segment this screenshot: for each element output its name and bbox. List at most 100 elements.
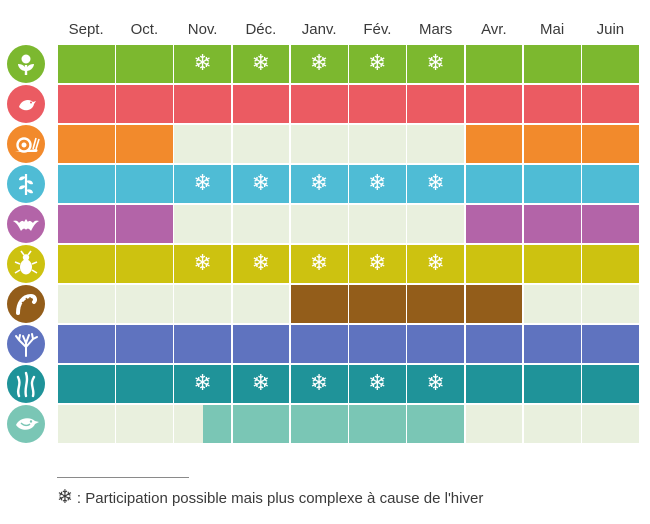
month-cell — [232, 284, 290, 324]
month-label: Avr. — [481, 21, 507, 38]
participation-cell — [232, 84, 290, 124]
month-cell — [290, 204, 348, 244]
snowflake-icon: ❄ — [368, 371, 387, 396]
coral-icon — [7, 325, 45, 363]
snowflake-icon: ❄ — [251, 371, 271, 396]
snowflake-icon: ❄ — [426, 51, 445, 76]
month-cell — [174, 124, 231, 164]
snowflake-icon: ❄ — [309, 51, 329, 76]
participation-cell — [465, 84, 523, 124]
month-cell — [57, 404, 115, 444]
snowflake-icon: ❄ — [309, 371, 329, 396]
participation-cell: ❄ — [407, 364, 464, 404]
month-cell — [232, 204, 290, 244]
month-cell — [232, 124, 290, 164]
participation-cell: ❄ — [349, 44, 406, 84]
participation-cell — [116, 44, 173, 84]
month-cell — [174, 204, 231, 244]
participation-cell — [349, 324, 406, 364]
participation-cell — [57, 364, 115, 404]
participation-cell: ❄ — [232, 164, 290, 204]
participation-cell — [465, 204, 523, 244]
month-cell — [582, 404, 639, 444]
month-label: Oct. — [130, 21, 159, 38]
participation-cell: ❄ — [349, 244, 406, 284]
participation-cell — [407, 324, 464, 364]
participation-cell — [202, 404, 231, 444]
participation-cell — [232, 404, 290, 444]
participation-cell — [523, 84, 581, 124]
participation-cell — [465, 44, 523, 84]
participation-cell — [57, 164, 115, 204]
participation-cell — [290, 284, 348, 324]
participation-cell — [116, 324, 173, 364]
participation-cell — [523, 244, 581, 284]
seabird-icon — [7, 405, 45, 443]
month-cell — [349, 124, 406, 164]
participation-cell — [523, 364, 581, 404]
month-label: Juin — [596, 21, 625, 38]
participation-cell — [523, 44, 581, 84]
participation-cell — [232, 324, 290, 364]
month-label: Mai — [540, 21, 565, 38]
footer-divider — [57, 477, 189, 478]
participation-cell: ❄ — [232, 364, 290, 404]
participation-cell — [57, 124, 115, 164]
participation-cell: ❄ — [349, 164, 406, 204]
snowflake-icon: ❄ — [251, 171, 271, 196]
month-cell — [349, 204, 406, 244]
participation-cell: ❄ — [290, 164, 348, 204]
snowflake-icon: ❄ — [251, 251, 271, 276]
participation-cell — [523, 204, 581, 244]
month-cell — [523, 284, 581, 324]
snowflake-icon: ❄ — [309, 171, 329, 196]
month-cell — [407, 124, 464, 164]
participation-cell — [465, 364, 523, 404]
participation-cell — [582, 124, 639, 164]
participation-cell — [582, 244, 639, 284]
participation-cell — [57, 204, 115, 244]
legend-text: : Participation possible mais plus compl… — [76, 490, 484, 507]
participation-cell: ❄ — [174, 364, 231, 404]
participation-cell — [174, 84, 231, 124]
participation-cell — [465, 164, 523, 204]
participation-cell — [290, 324, 348, 364]
participation-cell: ❄ — [407, 44, 464, 84]
participation-cell — [116, 364, 173, 404]
snail-icon — [7, 125, 45, 163]
participation-cell — [57, 244, 115, 284]
participation-cell: ❄ — [290, 44, 348, 84]
participation-cell — [116, 244, 173, 284]
participation-cell — [465, 244, 523, 284]
month-label: Mars — [418, 21, 453, 38]
month-cell — [57, 284, 115, 324]
participation-cell — [349, 404, 406, 444]
snowflake-icon: ❄ — [368, 51, 387, 76]
plant-icon — [7, 165, 45, 203]
snowflake-icon: ❄ — [426, 251, 445, 276]
snowflake-icon: ❄ — [426, 171, 445, 196]
month-cell — [407, 204, 464, 244]
participation-cell — [116, 204, 173, 244]
participation-cell: ❄ — [407, 244, 464, 284]
participation-cell — [523, 124, 581, 164]
participation-cell: ❄ — [174, 164, 231, 204]
bird-icon — [7, 85, 45, 123]
participation-cell — [465, 124, 523, 164]
month-cell — [116, 404, 173, 444]
participation-cell — [349, 284, 406, 324]
participation-cell — [523, 164, 581, 204]
participation-cell — [582, 164, 639, 204]
participation-cell — [57, 324, 115, 364]
month-cell — [290, 124, 348, 164]
snowflake-icon: ❄ — [193, 371, 212, 396]
snowflake-icon: ❄ — [193, 251, 212, 276]
snowflake-icon: ❄ — [426, 371, 445, 396]
participation-cell: ❄ — [174, 44, 231, 84]
month-cell — [174, 284, 231, 324]
snowflake-icon: ❄ — [251, 51, 271, 76]
bat-icon — [7, 205, 45, 243]
participation-cell — [465, 324, 523, 364]
snowflake-icon: ❄ — [193, 51, 212, 76]
